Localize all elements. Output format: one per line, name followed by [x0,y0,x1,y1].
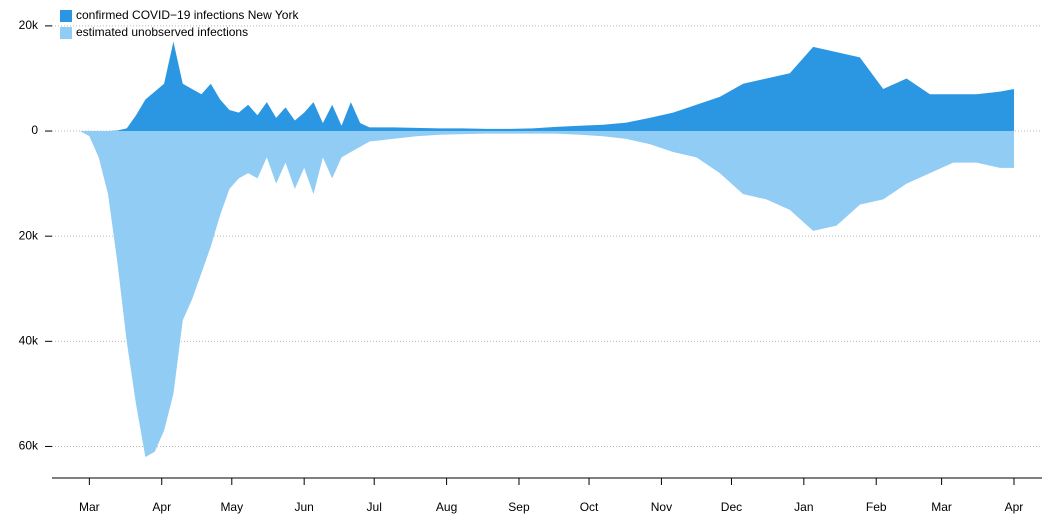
legend-swatch [60,27,72,39]
y-tick-label: 40k [19,333,39,347]
area [52,41,1014,132]
x-tick-label: Mar [79,500,100,514]
legend-label: estimated unobserved infections [76,25,248,39]
y-tick-label: 0 [31,123,38,137]
x-tick-label: Mar [931,500,952,514]
y-tick-label: 60k [19,439,39,453]
x-tick-label: Sep [508,500,530,514]
y-tick-label: 20k [19,228,39,242]
x-tick-label: Apr [152,500,171,514]
x-tick-label: Jul [367,500,382,514]
x-tick-label: Apr [1005,500,1024,514]
x-tick-label: Aug [436,500,457,514]
x-tick-label: Dec [721,500,742,514]
x-tick-label: Oct [580,500,599,514]
x-tick-label: Nov [651,500,672,514]
x-tick-label: Jun [294,500,313,514]
legend-label: confirmed COVID−19 infections New York [76,8,299,22]
x-tick-label: Feb [866,500,887,514]
x-tick-label: May [220,500,243,514]
x-tick-label: Jan [794,500,813,514]
y-tick-label: 20k [19,18,39,32]
legend-swatch [60,10,72,22]
area [52,131,1014,457]
